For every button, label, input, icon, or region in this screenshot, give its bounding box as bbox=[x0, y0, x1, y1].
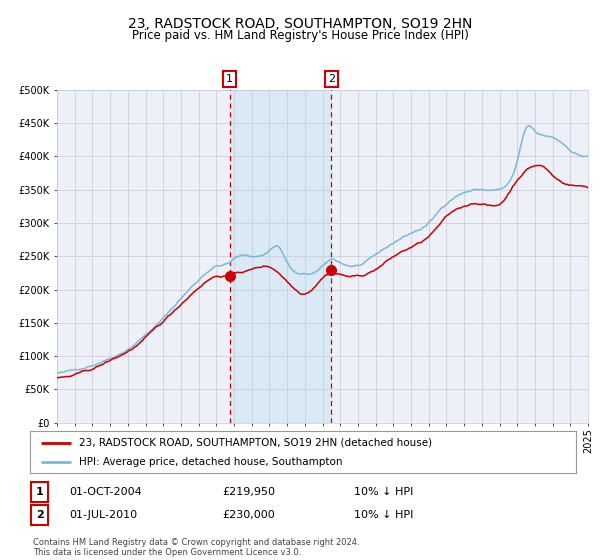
Text: Price paid vs. HM Land Registry's House Price Index (HPI): Price paid vs. HM Land Registry's House … bbox=[131, 29, 469, 42]
Text: 01-JUL-2010: 01-JUL-2010 bbox=[69, 510, 137, 520]
Text: 23, RADSTOCK ROAD, SOUTHAMPTON, SO19 2HN: 23, RADSTOCK ROAD, SOUTHAMPTON, SO19 2HN bbox=[128, 17, 472, 31]
Text: Contains HM Land Registry data © Crown copyright and database right 2024.
This d: Contains HM Land Registry data © Crown c… bbox=[33, 538, 359, 557]
Text: £230,000: £230,000 bbox=[222, 510, 275, 520]
Text: 10% ↓ HPI: 10% ↓ HPI bbox=[354, 487, 413, 497]
Text: HPI: Average price, detached house, Southampton: HPI: Average price, detached house, Sout… bbox=[79, 457, 343, 467]
Text: 01-OCT-2004: 01-OCT-2004 bbox=[69, 487, 142, 497]
Text: 1: 1 bbox=[226, 74, 233, 84]
Text: 1: 1 bbox=[36, 487, 43, 497]
Text: 23, RADSTOCK ROAD, SOUTHAMPTON, SO19 2HN (detached house): 23, RADSTOCK ROAD, SOUTHAMPTON, SO19 2HN… bbox=[79, 437, 432, 447]
Text: 10% ↓ HPI: 10% ↓ HPI bbox=[354, 510, 413, 520]
Text: 2: 2 bbox=[36, 510, 43, 520]
Bar bbox=[230, 90, 331, 423]
Text: £219,950: £219,950 bbox=[222, 487, 275, 497]
Text: 2: 2 bbox=[328, 74, 335, 84]
